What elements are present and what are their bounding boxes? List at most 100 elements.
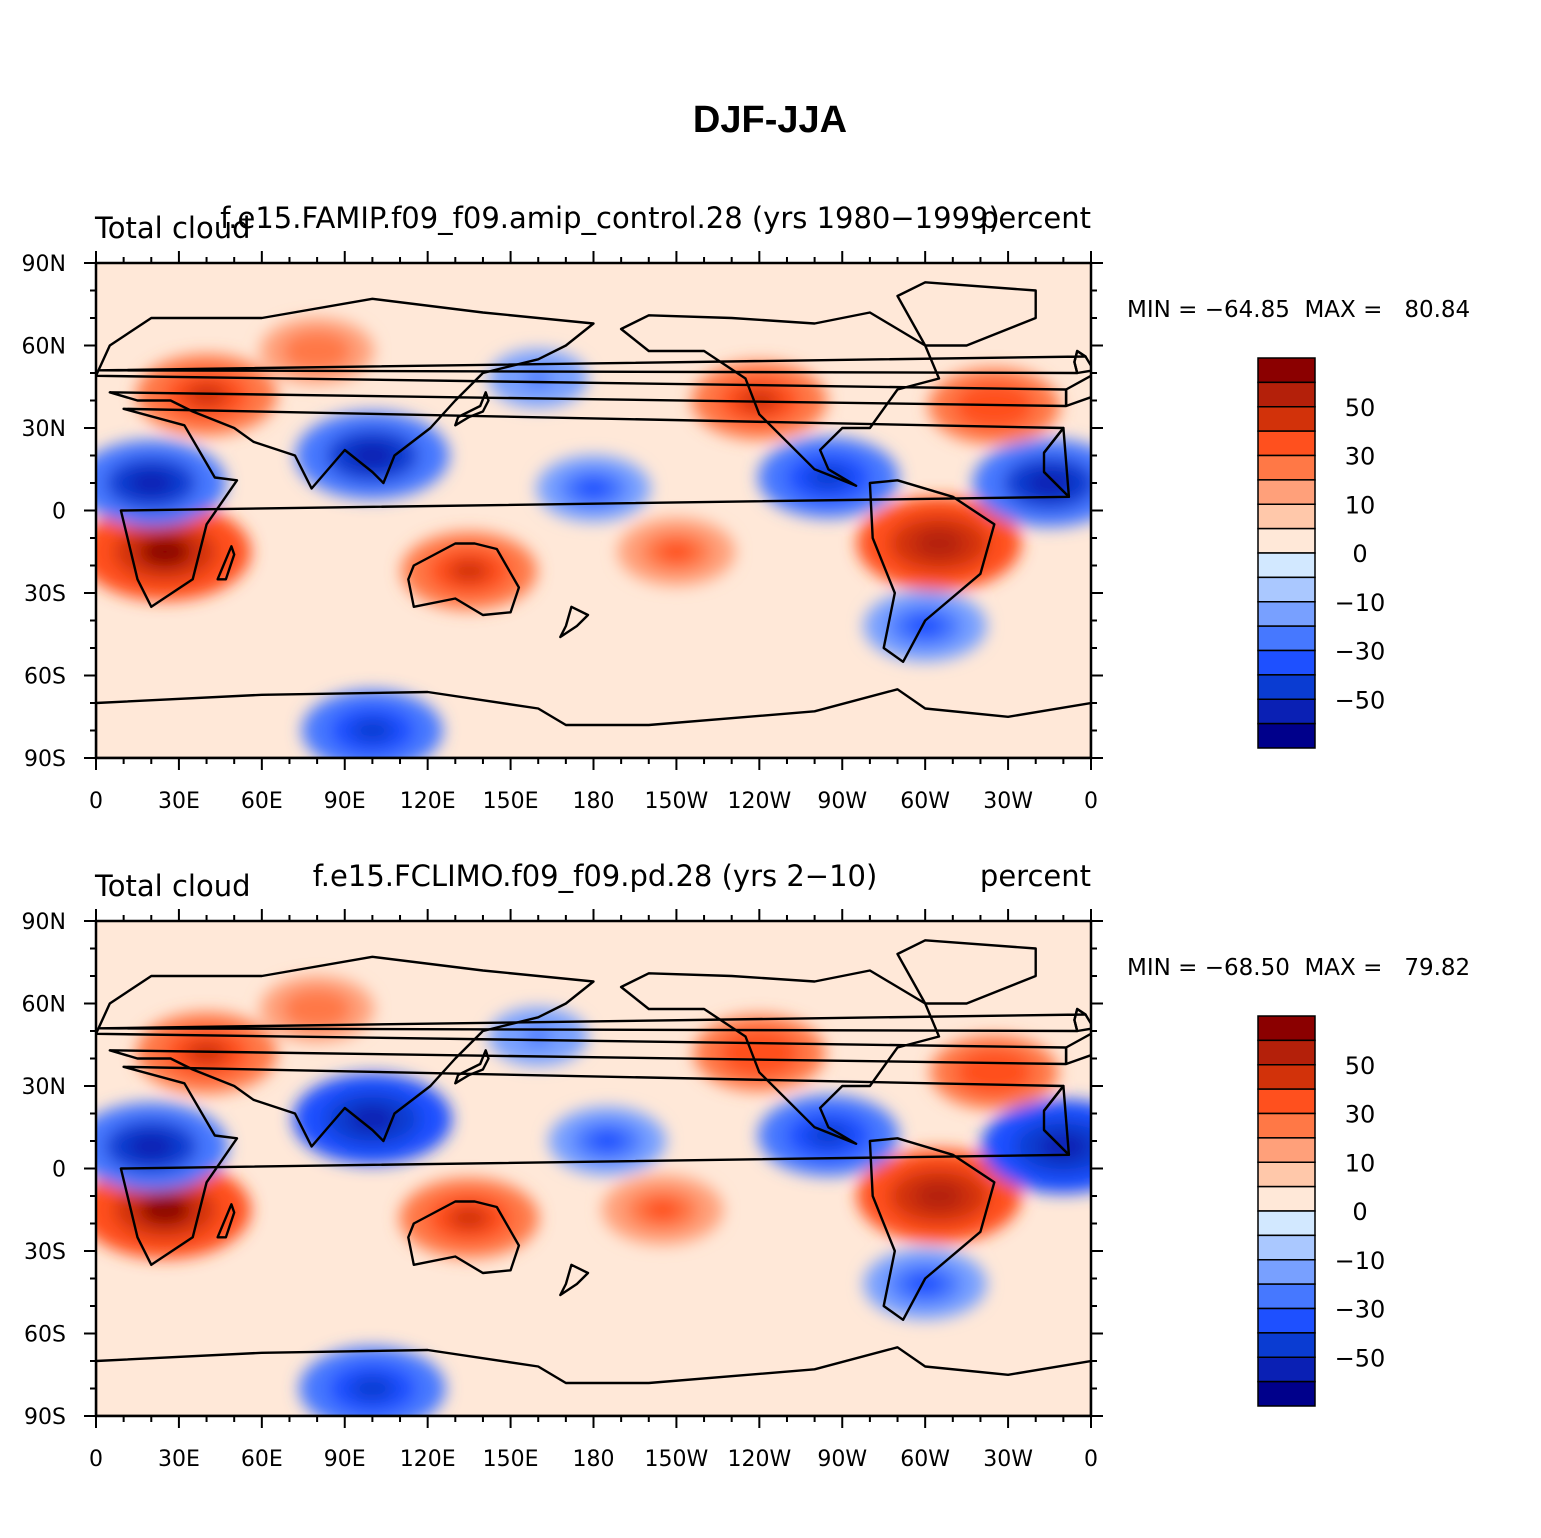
colorbar-box bbox=[1257, 601, 1316, 627]
panel-1-left-label: Total cloud bbox=[94, 211, 250, 245]
colorbar-label: −10 bbox=[1335, 1247, 1386, 1275]
colorbar-box bbox=[1257, 406, 1316, 432]
x-tick-label: 30W bbox=[983, 789, 1033, 814]
x-tick-label: 0 bbox=[1084, 1447, 1098, 1472]
panel-2-left-label: Total cloud bbox=[94, 869, 250, 903]
colorbar-box bbox=[1257, 576, 1316, 603]
coastline-japan bbox=[454, 1049, 490, 1085]
colorbar-label: 30 bbox=[1345, 443, 1376, 471]
colorbar-box bbox=[1257, 454, 1316, 481]
coastline-australia bbox=[407, 542, 521, 617]
x-tick-label: 150E bbox=[483, 789, 539, 814]
field-feature-peak-0 bbox=[139, 537, 191, 567]
colorbar-box bbox=[1257, 1210, 1316, 1237]
coastline-europe-wrap bbox=[1064, 372, 1091, 408]
field-feature-peak-13 bbox=[906, 615, 944, 637]
colorbar-box bbox=[1257, 381, 1316, 408]
colorbar-box bbox=[1257, 1356, 1316, 1383]
colorbar-label: 10 bbox=[1345, 491, 1376, 519]
panel-2-center-label: f.e15.FCLIMO.f09_f09.pd.28 (yrs 2−10) bbox=[313, 859, 878, 893]
x-tick-label: 180 bbox=[573, 789, 615, 814]
colorbar-label: 10 bbox=[1345, 1149, 1376, 1177]
panel-2-x-tick-labels: 0 30E 60E 90E 120E 150E 180 150W 120W 90W 60W 30W 0 bbox=[89, 1447, 1098, 1472]
coastline-antarctica bbox=[96, 1346, 1091, 1416]
field-feature-peak-11 bbox=[576, 478, 611, 499]
field-feature-peak-7 bbox=[644, 1199, 681, 1221]
x-tick-label: 120W bbox=[727, 1447, 791, 1472]
field-feature-peak-0 bbox=[139, 1195, 191, 1225]
coastline-north-america bbox=[619, 969, 941, 1146]
field-feature-peak-8 bbox=[349, 442, 396, 469]
coastline-madagascar bbox=[216, 1203, 236, 1239]
x-tick-label: 30E bbox=[158, 1447, 200, 1472]
coastline-eurasia bbox=[96, 955, 1068, 1148]
coastline-south-america bbox=[868, 1137, 996, 1322]
panel-2-min-max: MIN = −68.50 MAX = 79.82 bbox=[1127, 955, 1470, 981]
field-feature-peak-11 bbox=[589, 1130, 625, 1152]
coastline-uk-wrap bbox=[1073, 1007, 1091, 1033]
coastline-new-zealand bbox=[559, 1263, 590, 1297]
colorbar-label: −50 bbox=[1335, 686, 1386, 714]
x-tick-label: 120W bbox=[727, 789, 791, 814]
panel-1-right-label: percent bbox=[980, 201, 1091, 235]
y-tick-label: 0 bbox=[52, 500, 66, 525]
colorbar-box bbox=[1257, 674, 1316, 700]
colorbar-label: 50 bbox=[1345, 394, 1376, 422]
colorbar-box bbox=[1257, 1088, 1316, 1115]
colorbar-box bbox=[1257, 1185, 1316, 1212]
field-feature-peak-6 bbox=[300, 999, 335, 1019]
colorbar-box bbox=[1257, 1259, 1316, 1285]
x-tick-label: 90E bbox=[324, 1447, 366, 1472]
colorbar-box bbox=[1257, 1380, 1316, 1407]
colorbar-label: −10 bbox=[1335, 589, 1386, 617]
colorbar-box bbox=[1257, 552, 1316, 579]
field-feature-peak-1 bbox=[914, 1181, 964, 1211]
y-tick-label: 90S bbox=[24, 1405, 66, 1430]
y-tick-label: 30S bbox=[24, 1240, 66, 1265]
colorbar-box bbox=[1257, 1332, 1316, 1358]
y-tick-label: 30N bbox=[22, 1075, 66, 1100]
colorbar-box bbox=[1257, 1137, 1316, 1163]
field-feature-peak-3 bbox=[448, 559, 490, 583]
y-tick-label: 60S bbox=[24, 1323, 66, 1348]
axis-ticks bbox=[84, 251, 1103, 770]
colorbar-box bbox=[1257, 649, 1316, 676]
coastline-europe-wrap bbox=[1064, 1030, 1091, 1066]
field-feature-peak-9 bbox=[128, 470, 174, 496]
field-feature-peak-8 bbox=[348, 1105, 397, 1133]
field-feature-peak-10 bbox=[1038, 1132, 1089, 1161]
panel-2-right-label: percent bbox=[980, 859, 1091, 893]
field-feature-peak-2 bbox=[185, 1040, 228, 1066]
panel-1-y-tick-labels: 90N 60N 30N 0 30S 60S 90S bbox=[22, 252, 66, 772]
colorbar-label: 50 bbox=[1345, 1052, 1376, 1080]
x-tick-label: 150E bbox=[483, 1447, 539, 1472]
colorbar-box bbox=[1257, 1039, 1316, 1066]
colorbar-box bbox=[1257, 1234, 1316, 1261]
x-tick-label: 150W bbox=[645, 789, 709, 814]
field-feature-peak-7 bbox=[658, 541, 695, 562]
panel-1-colorbar: 50 30 10 0 −10 −30 −50 bbox=[1257, 357, 1386, 749]
field-feature-peak-9 bbox=[128, 1133, 175, 1160]
x-tick-label: 120E bbox=[400, 789, 456, 814]
coastline-japan bbox=[454, 391, 490, 427]
colorbar-box bbox=[1257, 1015, 1316, 1042]
field-feature-peak-1 bbox=[914, 529, 964, 558]
colorbar-box bbox=[1257, 1064, 1316, 1090]
panel-2: f.e15.FCLIMO.f09_f09.pd.28 (yrs 2−10) To… bbox=[22, 859, 1471, 1472]
coastline-antarctica bbox=[96, 688, 1091, 758]
colorbar-box bbox=[1257, 1283, 1316, 1310]
colorbar-label: 30 bbox=[1345, 1101, 1376, 1129]
colorbar-box bbox=[1257, 479, 1316, 505]
x-tick-label: 60E bbox=[241, 1447, 283, 1472]
colorbar-label: −30 bbox=[1335, 1296, 1386, 1324]
panel-2-colorbar: 50 30 10 0 −10 −30 −50 bbox=[1257, 1015, 1386, 1407]
x-tick-label: 60W bbox=[900, 789, 950, 814]
colorbar-label: 0 bbox=[1352, 1198, 1367, 1226]
y-tick-label: 60N bbox=[22, 335, 66, 360]
coastline-africa bbox=[119, 407, 1071, 608]
y-tick-label: 90N bbox=[22, 252, 66, 277]
x-tick-label: 0 bbox=[89, 789, 103, 814]
colorbar-label: −30 bbox=[1335, 638, 1386, 666]
colorbar-box bbox=[1257, 1161, 1316, 1188]
